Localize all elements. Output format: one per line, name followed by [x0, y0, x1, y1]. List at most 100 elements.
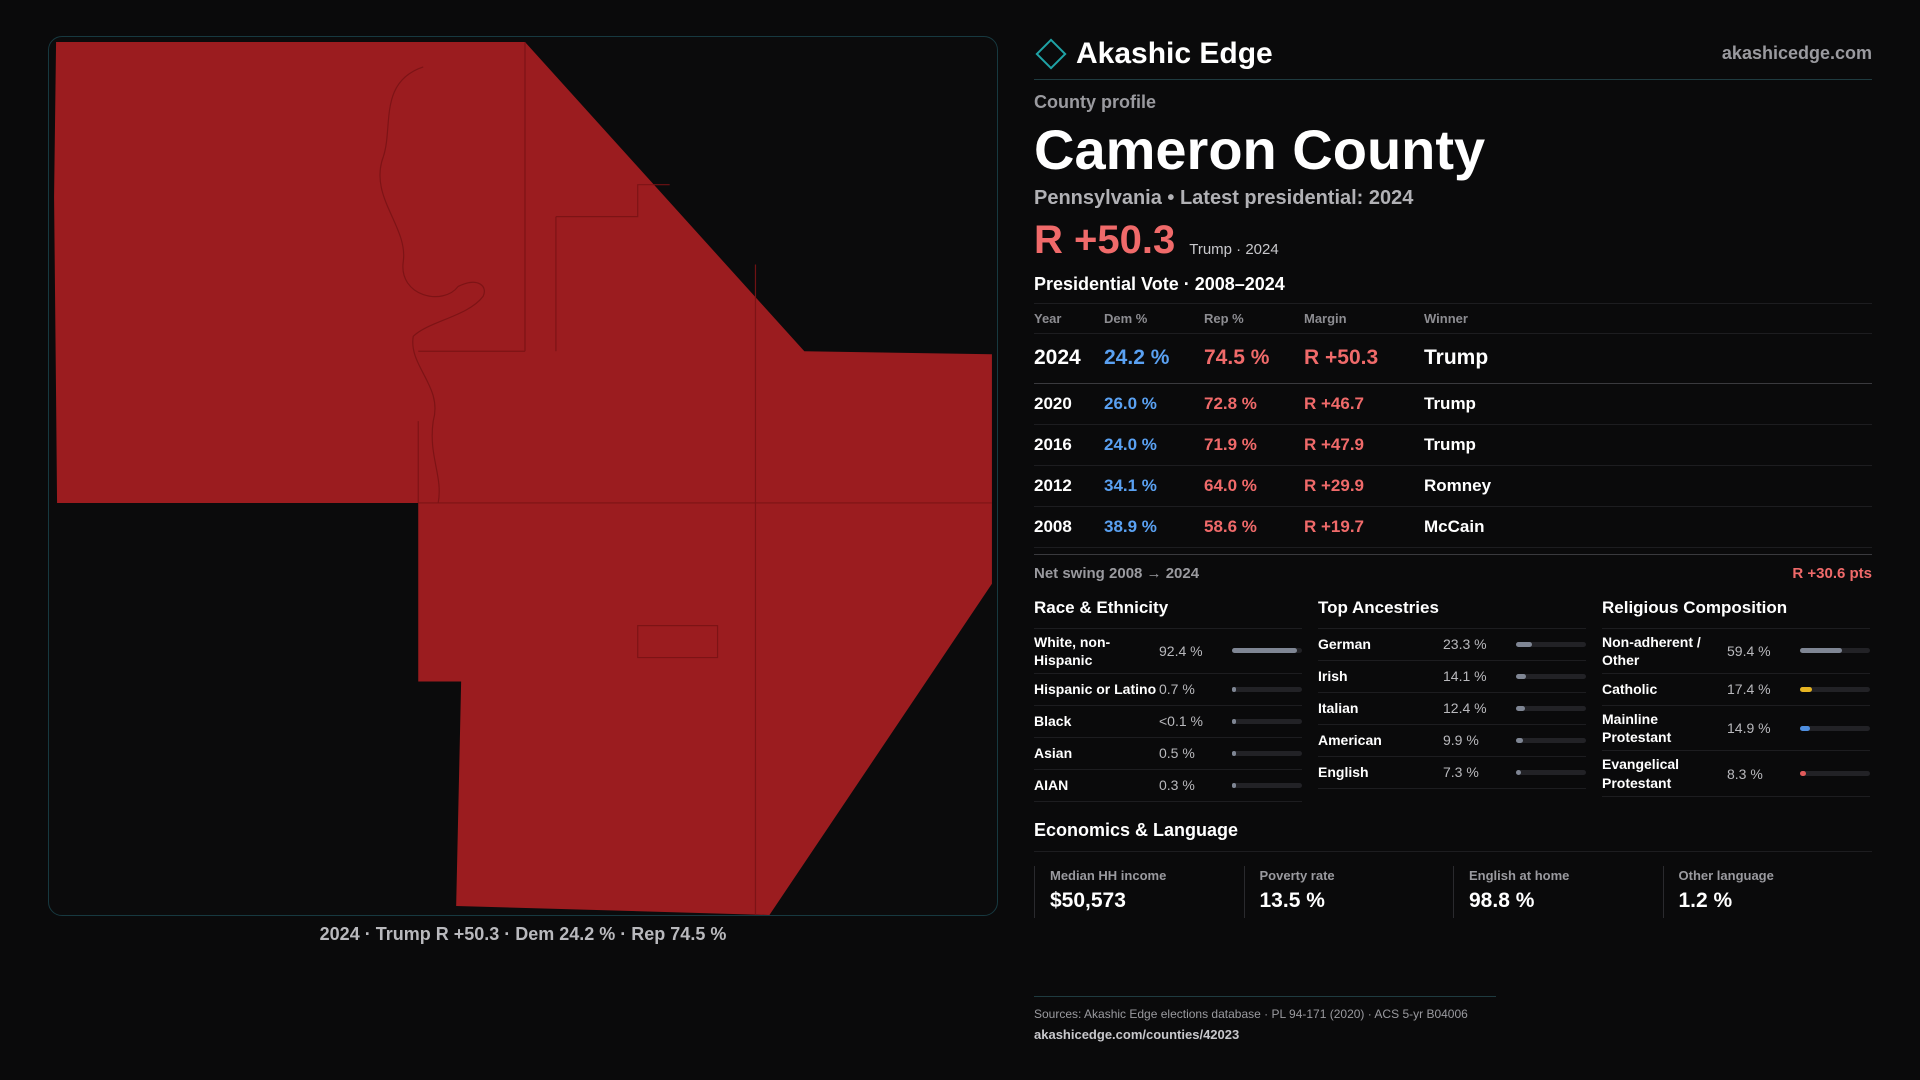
list-item: English 7.3 % — [1318, 757, 1586, 789]
headline-result: R +50.3 Trump · 2024 — [1034, 220, 1872, 260]
econ-label: Median HH income — [1050, 867, 1167, 883]
share-bar-fill — [1516, 641, 1533, 647]
econ-card-english: English at home 98.8 % — [1453, 865, 1663, 918]
econ-value: $50,573 — [1050, 888, 1126, 912]
economics-cards: Median HH income $50,573 Poverty rate 13… — [1034, 865, 1873, 918]
share-bar — [1800, 771, 1870, 777]
header-winner: Winner — [1424, 302, 1872, 334]
row-winner: Trump — [1424, 333, 1872, 384]
share-bar — [1516, 641, 1586, 647]
share-bar-fill — [1800, 771, 1806, 777]
footer-sources: Sources: Akashic Edge elections database… — [1034, 1007, 1468, 1021]
share-bar — [1232, 750, 1302, 756]
share-bar-fill — [1516, 673, 1526, 679]
row-rep: 72.8 % — [1204, 383, 1304, 425]
share-bar — [1232, 718, 1302, 724]
brand-url-link[interactable]: akashicedge.com — [1721, 43, 1872, 63]
share-bar — [1516, 769, 1586, 775]
race-section-title: Race & Ethnicity — [1034, 598, 1302, 629]
header-dem: Dem % — [1104, 302, 1204, 334]
share-bar-fill — [1232, 718, 1237, 724]
table-row: 2016 24.0 % 71.9 % R +47.9 Trump — [1034, 424, 1872, 466]
religion-section: Religious Composition Non-adherent / Oth… — [1602, 598, 1870, 802]
religion-section-title: Religious Composition — [1602, 598, 1870, 629]
econ-value: 13.5 % — [1259, 888, 1325, 912]
list-item: White, non-Hispanic 92.4 % — [1034, 629, 1302, 674]
county-subtitle: Pennsylvania • Latest presidential: 2024 — [1034, 186, 1414, 209]
ancestry-section-title: Top Ancestries — [1318, 598, 1586, 629]
share-bar — [1800, 725, 1870, 731]
list-item-value: 9.9 % — [1443, 732, 1479, 749]
table-row: 2008 38.9 % 58.6 % R +19.7 McCain — [1034, 506, 1872, 548]
share-bar — [1516, 737, 1586, 743]
econ-value: 98.8 % — [1469, 888, 1535, 912]
list-item: Evangelical Protestant 8.3 % — [1602, 751, 1870, 797]
county-shape[interactable] — [54, 41, 992, 915]
race-list: White, non-Hispanic 92.4 % Hispanic or Lat… — [1034, 629, 1302, 802]
share-bar-fill — [1232, 686, 1237, 692]
row-winner: Romney — [1424, 465, 1872, 507]
list-item-label: American — [1318, 732, 1382, 748]
share-bar-fill — [1516, 705, 1525, 711]
share-bar — [1800, 686, 1870, 692]
row-margin: R +19.7 — [1304, 506, 1424, 548]
list-item-label: Evangelical Protestant — [1602, 756, 1680, 791]
list-item-value: 59.4 % — [1727, 642, 1771, 659]
list-item-value: 17.4 % — [1727, 681, 1771, 698]
swing-value: R +30.6 pts — [1792, 564, 1872, 582]
share-bar-fill — [1516, 737, 1523, 743]
share-bar-fill — [1800, 686, 1813, 692]
share-bar — [1800, 648, 1870, 654]
list-item-label: German — [1318, 636, 1371, 652]
headline-margin: R +50.3 — [1034, 217, 1176, 262]
vote-table: Year Dem % Rep % Margin Winner 2024 24.2… — [1034, 302, 1872, 548]
row-dem: 34.1 % — [1104, 465, 1204, 507]
vote-section-title: Presidential Vote · 2008–2024 — [1034, 273, 1285, 294]
share-bar — [1516, 705, 1586, 711]
row-dem: 26.0 % — [1104, 383, 1204, 425]
list-item: Italian 12.4 % — [1318, 693, 1586, 725]
list-item-label: White, non-Hispanic — [1034, 633, 1111, 668]
row-year: 2024 — [1034, 333, 1104, 384]
footer-url-link[interactable]: akashicedge.com/counties/42023 — [1034, 1027, 1240, 1042]
headline-note: Trump · 2024 — [1189, 240, 1279, 258]
county-map-svg — [54, 41, 992, 915]
net-swing: Net swing 2008 → 2024 R +30.6 pts — [1034, 553, 1872, 582]
econ-card-income: Median HH income $50,573 — [1034, 865, 1244, 918]
row-winner: Trump — [1424, 383, 1872, 425]
row-margin: R +50.3 — [1304, 333, 1424, 384]
table-row: 2020 26.0 % 72.8 % R +46.7 Trump — [1034, 383, 1872, 425]
list-item: Irish 14.1 % — [1318, 661, 1586, 693]
row-year: 2020 — [1034, 383, 1104, 425]
list-item: German 23.3 % — [1318, 629, 1586, 661]
row-rep: 58.6 % — [1204, 506, 1304, 548]
header-rep: Rep % — [1204, 302, 1304, 334]
map-caption: 2024 · Trump R +50.3 · Dem 24.2 % · Rep … — [319, 924, 727, 944]
brand-name: Akashic Edge — [1076, 36, 1273, 70]
diamond-logo-icon — [1035, 37, 1067, 70]
brand-header: Akashic Edge akashicedge.com — [1034, 28, 1872, 80]
share-bar-fill — [1232, 782, 1237, 788]
list-item-value: 14.9 % — [1727, 720, 1771, 737]
list-item: Catholic 17.4 % — [1602, 674, 1870, 706]
list-item: Mainline Protestant 14.9 % — [1602, 706, 1870, 752]
county-map[interactable] — [48, 36, 998, 916]
econ-label: Other language — [1678, 867, 1774, 883]
list-item-label: Irish — [1318, 668, 1348, 684]
list-item-label: Black — [1034, 713, 1072, 730]
table-row: 2012 34.1 % 64.0 % R +29.9 Romney — [1034, 465, 1872, 507]
list-item-label: Non-adherent / Other — [1602, 633, 1701, 668]
list-item-label: AIAN — [1034, 777, 1069, 794]
list-item-value: 0.3 % — [1159, 777, 1195, 794]
share-bar-fill — [1232, 750, 1237, 756]
row-margin: R +29.9 — [1304, 465, 1424, 507]
econ-card-other-language: Other language 1.2 % — [1662, 865, 1873, 918]
share-bar-fill — [1232, 648, 1297, 654]
list-item-label: English — [1318, 764, 1369, 780]
list-item-value: 92.4 % — [1159, 642, 1203, 659]
list-item-value: 23.3 % — [1443, 636, 1487, 653]
row-dem: 38.9 % — [1104, 506, 1204, 548]
brand[interactable]: Akashic Edge — [1034, 37, 1273, 71]
list-item-label: Asian — [1034, 745, 1073, 762]
